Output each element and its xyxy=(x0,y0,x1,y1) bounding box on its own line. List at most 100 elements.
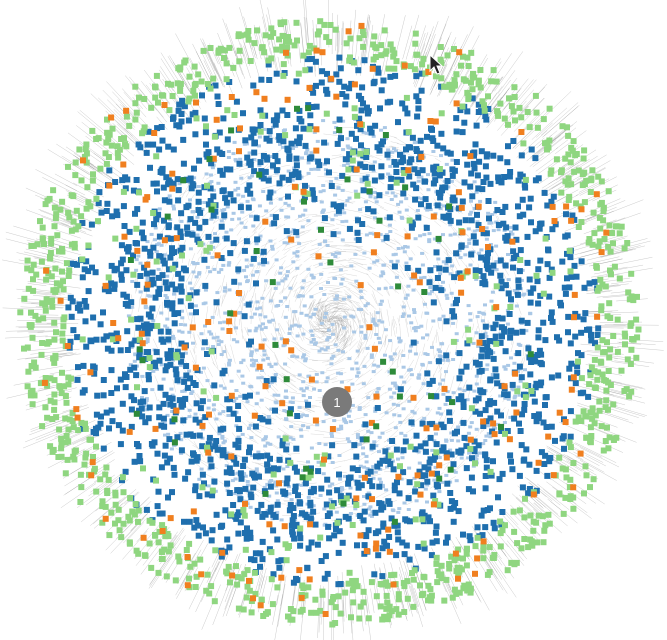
mid-node xyxy=(438,287,445,294)
edge-line xyxy=(5,329,45,332)
mid-node xyxy=(560,433,567,440)
edge-line xyxy=(536,499,568,527)
inner-node xyxy=(346,414,351,418)
inner-node xyxy=(301,424,306,428)
inner-node xyxy=(484,335,489,338)
edge-line xyxy=(217,285,222,292)
inner-node xyxy=(223,286,228,290)
edge-line xyxy=(405,427,414,434)
inner-node xyxy=(373,216,377,220)
inner-node xyxy=(339,282,344,286)
inner-node xyxy=(345,162,350,166)
edge-line xyxy=(607,390,627,396)
edge-line xyxy=(60,483,97,509)
inner-node xyxy=(333,277,338,280)
edge-line xyxy=(494,551,515,579)
mid-node xyxy=(74,334,81,341)
edge-line xyxy=(86,441,112,457)
edge-line xyxy=(241,34,250,59)
inner-node xyxy=(243,225,248,229)
mid-node xyxy=(93,336,100,343)
mid-node xyxy=(271,465,277,472)
inner-node xyxy=(454,479,459,483)
inner-node xyxy=(341,297,346,301)
mid-node xyxy=(580,316,587,323)
mid-node xyxy=(336,54,343,61)
inner-node xyxy=(285,270,290,274)
inner-node xyxy=(412,141,417,145)
inner-node xyxy=(400,456,405,460)
edge-line xyxy=(175,68,193,97)
inner-node xyxy=(292,251,297,255)
inner-node xyxy=(426,173,430,177)
inner-node xyxy=(191,210,195,214)
inner-node xyxy=(408,257,413,261)
inner-node xyxy=(405,293,410,297)
edge-line xyxy=(312,497,320,499)
inner-node xyxy=(323,240,328,244)
inner-node xyxy=(289,425,294,429)
edge-line xyxy=(532,147,559,167)
inner-node xyxy=(296,295,301,299)
mid-node xyxy=(415,543,422,550)
mid-node xyxy=(146,404,153,411)
inner-node xyxy=(451,358,456,361)
inner-node xyxy=(306,171,311,175)
mid-node xyxy=(458,242,465,249)
edge-line xyxy=(317,176,337,179)
mid-node xyxy=(369,483,376,490)
inner-node xyxy=(180,316,185,320)
inner-node xyxy=(197,477,202,481)
inner-node xyxy=(248,384,253,388)
mid-node xyxy=(374,463,381,470)
mid-node xyxy=(167,401,174,408)
inner-node xyxy=(345,137,350,141)
mid-node xyxy=(510,264,516,271)
edge-line xyxy=(532,111,548,127)
edge-line xyxy=(323,133,340,137)
edge-line xyxy=(216,55,234,96)
inner-node xyxy=(233,180,238,184)
mid-node xyxy=(354,542,360,549)
inner-node xyxy=(451,321,456,325)
inner-node xyxy=(227,358,232,362)
edge-line xyxy=(405,298,411,310)
edge-line xyxy=(131,309,133,317)
edge-line xyxy=(335,259,347,262)
mid-node xyxy=(512,224,519,231)
edge-line xyxy=(94,469,108,479)
inner-node xyxy=(392,391,397,395)
inner-node xyxy=(364,460,369,464)
inner-node xyxy=(369,353,374,357)
edge-line xyxy=(413,553,427,587)
inner-node xyxy=(317,242,322,246)
mid-node xyxy=(434,275,441,281)
edge-line xyxy=(483,552,503,580)
inner-node xyxy=(298,428,303,432)
inner-node xyxy=(249,350,254,354)
mid-node xyxy=(294,413,301,419)
inner-node xyxy=(389,259,394,263)
inner-node xyxy=(309,329,314,333)
edge-line xyxy=(336,316,348,327)
mid-node xyxy=(526,204,533,211)
mid-node xyxy=(224,480,231,487)
inner-node xyxy=(134,268,139,272)
mid-node xyxy=(571,262,578,269)
edge-line xyxy=(385,243,398,252)
inner-node xyxy=(309,167,314,171)
inner-node xyxy=(163,324,168,328)
mid-node xyxy=(293,575,299,582)
mid-node xyxy=(413,432,420,439)
mid-node xyxy=(527,371,534,378)
mid-node xyxy=(165,328,172,335)
inner-node xyxy=(252,312,257,316)
mid-node xyxy=(235,403,242,409)
edge-line xyxy=(536,122,553,138)
inner-node xyxy=(167,194,172,198)
mid-node xyxy=(257,550,264,557)
mid-node xyxy=(406,479,413,486)
mid-node xyxy=(257,107,264,114)
